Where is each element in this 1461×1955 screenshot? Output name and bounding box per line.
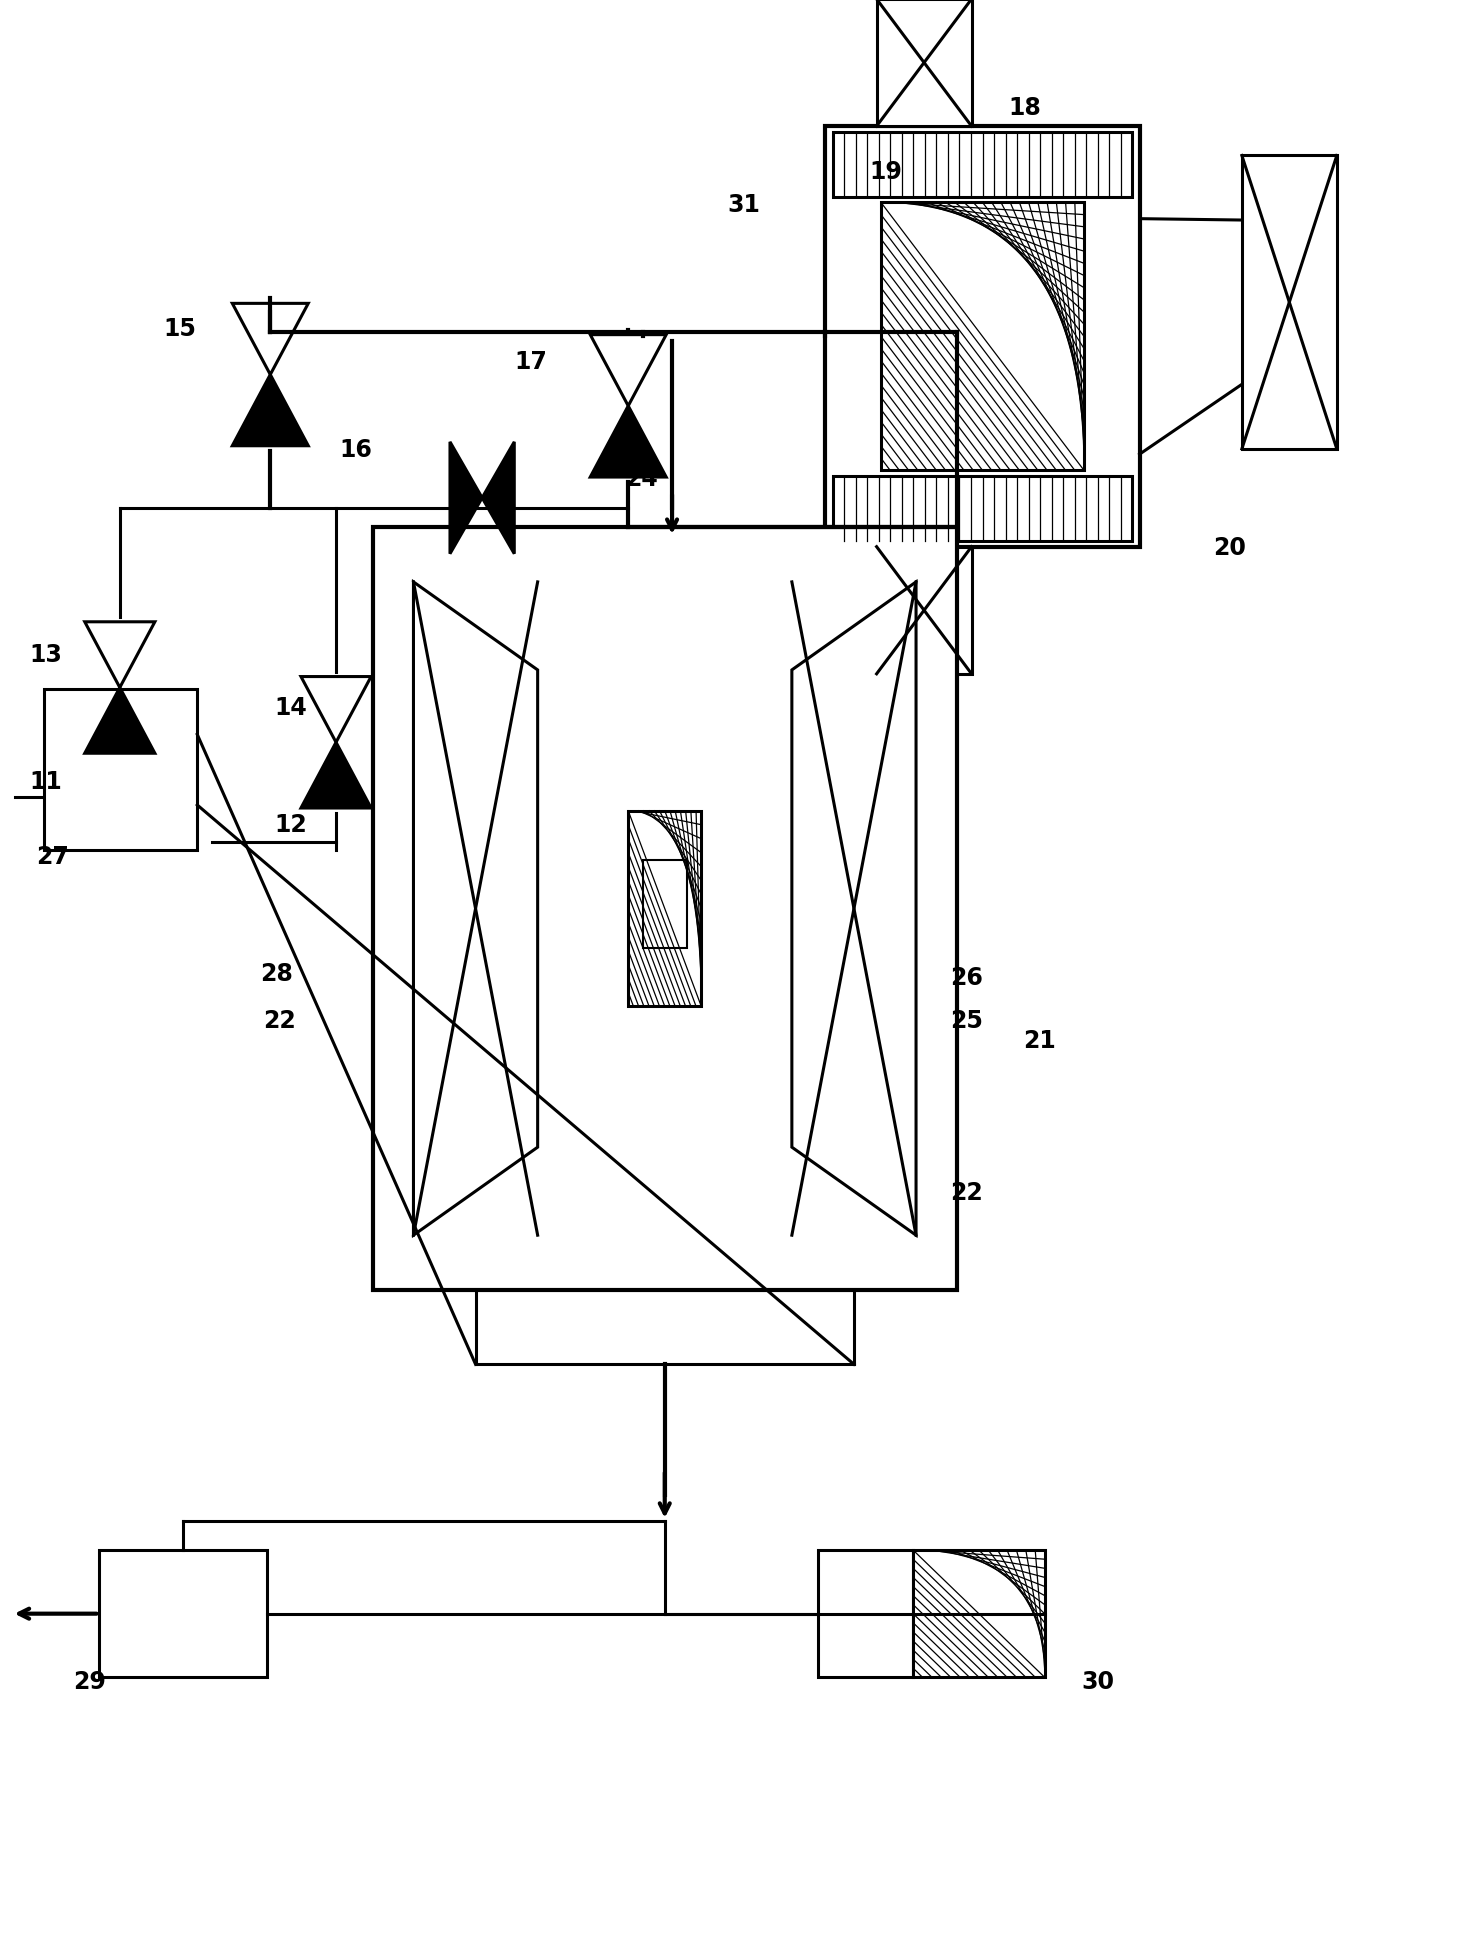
Text: 11: 11 bbox=[29, 770, 61, 794]
Polygon shape bbox=[450, 442, 482, 555]
Polygon shape bbox=[301, 743, 371, 809]
Bar bbox=[1242, 156, 1337, 450]
Bar bbox=[833, 133, 1132, 197]
Text: 22: 22 bbox=[950, 1181, 982, 1204]
Text: 31: 31 bbox=[728, 194, 761, 217]
Text: 12: 12 bbox=[275, 813, 307, 837]
Polygon shape bbox=[232, 375, 308, 446]
Bar bbox=[99, 1550, 267, 1677]
Polygon shape bbox=[590, 407, 666, 477]
Text: 17: 17 bbox=[514, 350, 548, 373]
Bar bbox=[825, 127, 1140, 547]
Text: 22: 22 bbox=[263, 1009, 295, 1032]
Text: 25: 25 bbox=[950, 1009, 983, 1032]
Bar bbox=[643, 860, 687, 948]
Polygon shape bbox=[85, 688, 155, 755]
Text: 18: 18 bbox=[1008, 96, 1042, 119]
Polygon shape bbox=[482, 442, 514, 555]
Bar bbox=[44, 690, 197, 850]
Bar bbox=[913, 1550, 1045, 1677]
Text: 16: 16 bbox=[339, 438, 373, 461]
Bar bbox=[818, 1550, 913, 1677]
Bar bbox=[877, 0, 972, 127]
Text: 29: 29 bbox=[73, 1670, 107, 1693]
Text: 24: 24 bbox=[625, 467, 657, 491]
Bar bbox=[881, 203, 1084, 471]
Text: 26: 26 bbox=[950, 966, 983, 989]
Text: 27: 27 bbox=[37, 845, 70, 868]
Text: 14: 14 bbox=[275, 696, 307, 719]
Text: 13: 13 bbox=[29, 643, 63, 667]
Polygon shape bbox=[792, 583, 916, 1236]
Bar bbox=[628, 811, 701, 1007]
Polygon shape bbox=[413, 583, 538, 1236]
Text: 21: 21 bbox=[1023, 1028, 1055, 1052]
Text: 19: 19 bbox=[869, 160, 903, 184]
Text: 15: 15 bbox=[164, 317, 197, 340]
Text: 28: 28 bbox=[260, 962, 294, 985]
Text: 30: 30 bbox=[1081, 1670, 1115, 1693]
Bar bbox=[833, 477, 1132, 542]
Text: 20: 20 bbox=[1213, 536, 1246, 559]
Bar bbox=[373, 528, 957, 1290]
Bar bbox=[877, 547, 972, 674]
